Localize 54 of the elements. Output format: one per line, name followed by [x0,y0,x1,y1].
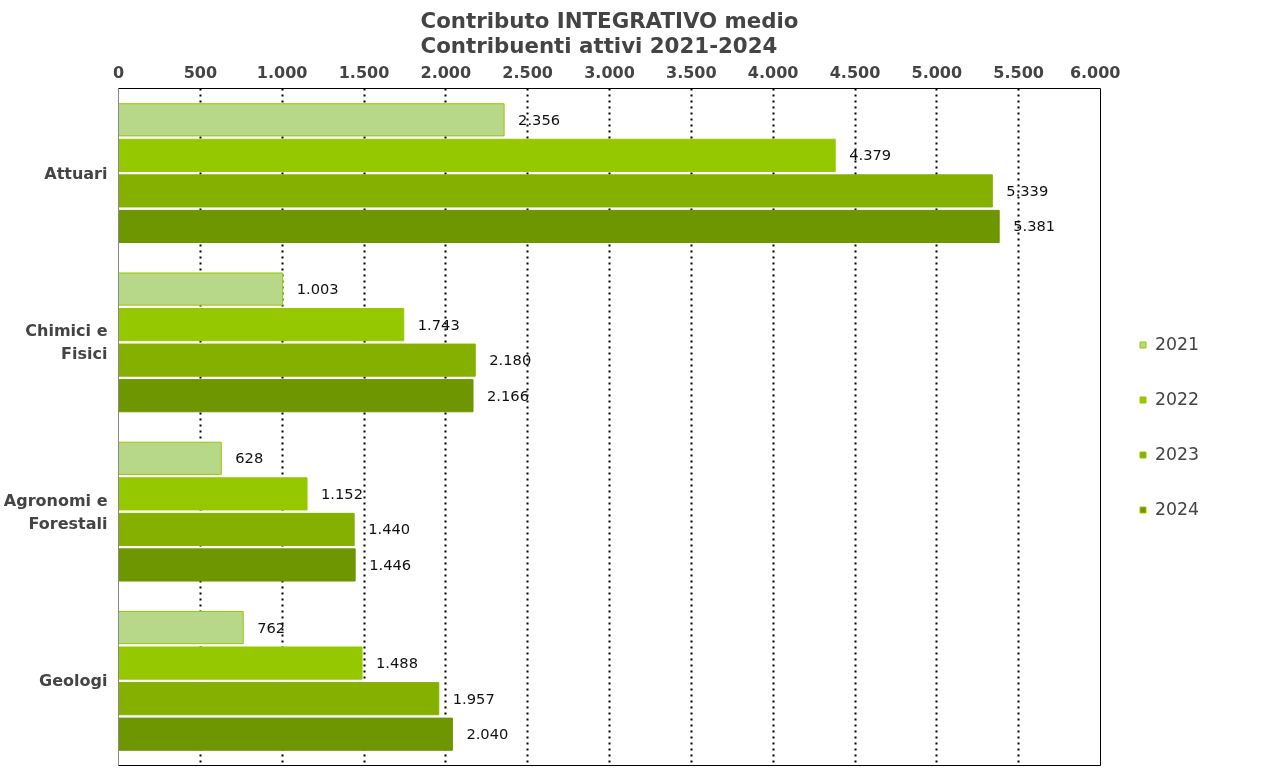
x-tick-label: 2.500 [502,62,553,82]
data-label: 1.440 [368,520,411,538]
x-tick-label: 6.000 [1069,62,1121,82]
data-label: 4.379 [849,146,892,164]
bar [118,441,222,475]
bar [118,548,356,582]
bar [118,646,363,680]
data-label: 1.446 [369,555,412,573]
x-tick-label: 3.500 [666,62,717,82]
data-label: 2.180 [489,351,532,369]
y-tick-label: Attuari [44,163,108,183]
x-tick-label: 1.500 [338,62,390,82]
data-label: 762 [257,618,286,636]
x-tick-label: 2.000 [420,62,472,82]
legend-label: 2022 [1155,388,1200,411]
chart-title: Contributo INTEGRATIVO medio Contribuenti attivi 2021-2024 [420,7,799,58]
x-tick-label: 500 [183,62,218,82]
data-label: 1.743 [417,315,460,333]
x-tick-label: 0 [112,62,125,82]
bar [118,343,476,377]
data-label: 5.381 [1013,217,1056,235]
legend-label: 2023 [1155,443,1200,466]
bar [118,512,355,546]
data-label: 2.040 [466,725,509,743]
bar [118,174,993,208]
x-tick-label: 3.000 [584,62,635,82]
legend-label: 2021 [1155,333,1200,356]
bar [118,379,474,413]
bar [118,610,244,645]
data-label: 5.339 [1006,181,1049,199]
data-label: 1.488 [376,654,418,672]
x-tick-label: 1.000 [256,62,308,82]
legend-label: 2024 [1155,498,1200,521]
bar [118,209,1000,244]
bar [118,717,453,751]
bar [118,138,836,172]
y-tick-label: Geologi [39,671,108,691]
data-label: 628 [235,449,264,467]
data-label: 1.003 [296,280,339,298]
bar [118,308,405,342]
bar [118,272,284,306]
x-tick-label: 5.000 [911,62,963,82]
data-label: 2.166 [487,386,529,404]
x-tick-label: 5.500 [993,62,1044,82]
y-tick-label: Chimici e Fisici [25,321,108,364]
data-label: 2.356 [518,110,561,128]
x-tick-label: 4.000 [747,62,799,82]
y-tick-label: Agronomi e Forestali [3,490,108,533]
bar [118,477,308,511]
bar [118,682,440,716]
data-label: 1.957 [452,689,495,707]
x-tick-label: 4.500 [829,62,881,82]
data-label: 1.152 [321,484,364,502]
bar [118,103,505,137]
